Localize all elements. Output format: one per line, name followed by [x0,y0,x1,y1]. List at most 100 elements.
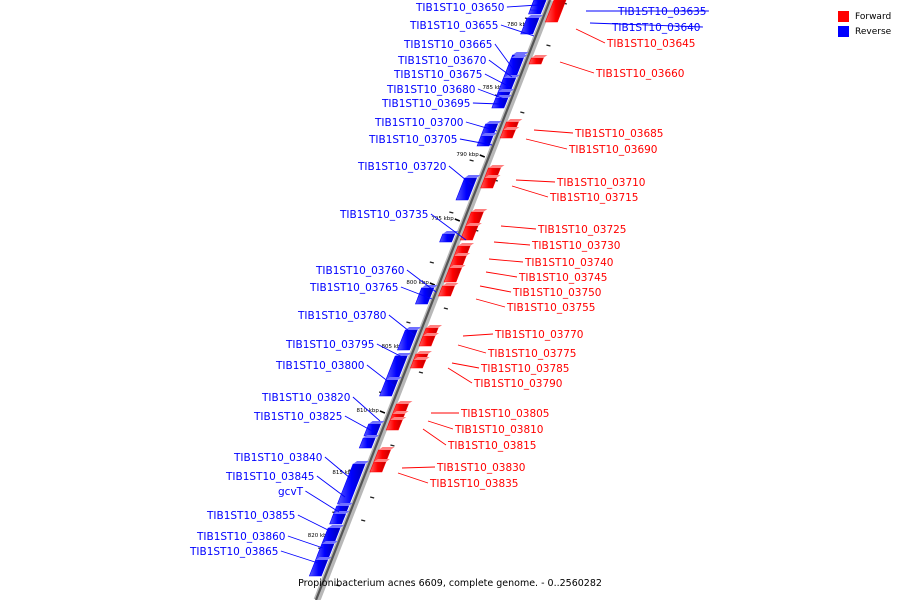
gene-label[interactable]: TIB1ST10_03700 [374,117,464,129]
label-leader [324,456,351,479]
label-leader [472,102,501,105]
label-leader [515,179,556,183]
gene-feature[interactable] [529,0,547,11]
kbp-tick-label: 820 kbp [308,533,331,539]
gene-label[interactable]: TIB1ST10_03755 [506,302,596,314]
gene-label[interactable]: TIB1ST10_03810 [454,424,544,436]
gene-feature-top [368,421,385,424]
gene-feature-top [512,52,529,55]
gene-label[interactable]: TIB1ST10_03715 [549,192,639,204]
position-mark [443,307,449,310]
gene-label[interactable]: TIB1ST10_03635 [617,6,707,18]
gene-label[interactable]: TIB1ST10_03785 [480,363,570,375]
gene-label[interactable]: TIB1ST10_03780 [297,310,387,322]
gene-feature[interactable] [329,513,346,525]
gene-label[interactable]: TIB1ST10_03805 [460,408,550,420]
gene-label[interactable]: TIB1ST10_03820 [261,392,351,404]
label-leader [451,362,480,369]
gene-label[interactable]: TIB1ST10_03705 [368,134,458,146]
gene-label[interactable]: TIB1ST10_03845 [225,471,315,483]
gene-label[interactable]: TIB1ST10_03680 [386,84,476,96]
label-leader [400,286,433,300]
gene-label[interactable]: TIB1ST10_03840 [233,452,323,464]
gene-label[interactable]: TIB1ST10_03655 [409,20,499,32]
genome-backbone [313,0,555,600]
gene-label[interactable]: TIB1ST10_03720 [357,161,447,173]
kbp-tick-label: 805 kbp [381,344,404,350]
gene-label[interactable]: TIB1ST10_03740 [524,257,614,269]
gene-label[interactable]: TIB1ST10_03855 [206,510,296,522]
gene-label[interactable]: TIB1ST10_03675 [393,69,483,81]
kbp-tick-label: 810 kbp [357,408,380,414]
label-leader [401,466,436,469]
gene-feature[interactable] [544,0,567,23]
gene-label[interactable]: TIB1ST10_03670 [397,55,487,67]
gene-feature-top [421,285,438,288]
gene-label[interactable]: TIB1ST10_03735 [339,209,429,221]
gene-labels: TIB1ST10_03635 TIB1ST10_03640 TIB1ST10_036… [189,2,707,558]
gene-feature[interactable] [439,233,456,243]
gene-label[interactable]: TIB1ST10_03665 [403,39,493,51]
gene-label[interactable]: TIB1ST10_03685 [574,128,664,140]
legend: Forward Reverse [838,9,900,39]
gene-label[interactable]: TIB1ST10_03730 [531,240,621,252]
gene-label[interactable]: TIB1ST10_03795 [285,339,375,351]
gene-feature-top [465,223,482,226]
label-leader [488,59,513,78]
gene-label[interactable]: TIB1ST10_03860 [196,531,286,543]
gene-label[interactable]: TIB1ST10_03645 [606,38,696,50]
gene-label[interactable]: TIB1ST10_03760 [315,265,405,277]
label-leader [589,22,703,28]
gene-label[interactable]: TIB1ST10_03790 [473,378,563,390]
gene-label[interactable]: TIB1ST10_03690 [568,144,658,156]
legend-label-reverse: Reverse [855,26,892,37]
gene-label[interactable]: TIB1ST10_03800 [275,360,365,372]
kbp-tick-label: 800 kbp [406,280,429,286]
gene-label[interactable]: TIB1ST10_03830 [436,462,526,474]
label-leader [447,367,473,384]
gene-label[interactable]: TIB1ST10_03650 [415,2,505,14]
gene-feature-top [392,411,409,414]
label-leader [484,73,511,88]
gene-label[interactable]: TIB1ST10_03825 [253,411,343,423]
label-leader [485,271,518,278]
gene-label[interactable]: TIB1ST10_03770 [494,329,584,341]
gene-label[interactable]: TIB1ST10_03660 [595,68,685,80]
gene-label[interactable]: TIB1ST10_03725 [537,224,627,236]
gene-feature-top [390,417,407,420]
gene-label[interactable]: TIB1ST10_03865 [189,546,279,558]
gene-feature-top [503,127,520,130]
gene-feature-top [426,325,443,328]
label-leader [475,298,506,308]
label-leader [297,514,331,532]
position-mark [361,519,366,522]
label-leader [493,241,531,246]
gene-label[interactable]: TIB1ST10_03765 [309,282,399,294]
position-mark [469,159,474,162]
gene-label[interactable]: TIB1ST10_03775 [487,348,577,360]
gene-label[interactable]: TIB1ST10_03750 [512,287,602,299]
gene-feature[interactable] [358,437,376,449]
gene-label[interactable]: gcvT [278,486,304,498]
gene-feature-top [385,377,402,380]
gene-feature-top [442,283,459,286]
gene-feature-top [498,89,515,92]
label-leader [406,269,437,293]
gene-feature-top [315,557,332,560]
label-leader [462,333,494,337]
gene-label[interactable]: TIB1ST10_03640 [611,22,701,34]
position-mark [335,584,341,587]
gene-label[interactable]: TIB1ST10_03835 [429,478,519,490]
gene-feature-top [321,541,338,544]
kbp-tick-mark [429,282,436,286]
kbp-tick-mark [454,218,461,222]
label-leader [459,138,493,146]
gene-feature-top [413,357,430,360]
gene-label[interactable]: TIB1ST10_03815 [447,440,537,452]
label-leader [559,61,595,74]
kbp-tick-label: 785 kbp [482,85,505,91]
gene-feature[interactable] [528,57,544,65]
gene-label[interactable]: TIB1ST10_03695 [381,98,471,110]
gene-label[interactable]: TIB1ST10_03745 [518,272,608,284]
gene-label[interactable]: TIB1ST10_03710 [556,177,646,189]
